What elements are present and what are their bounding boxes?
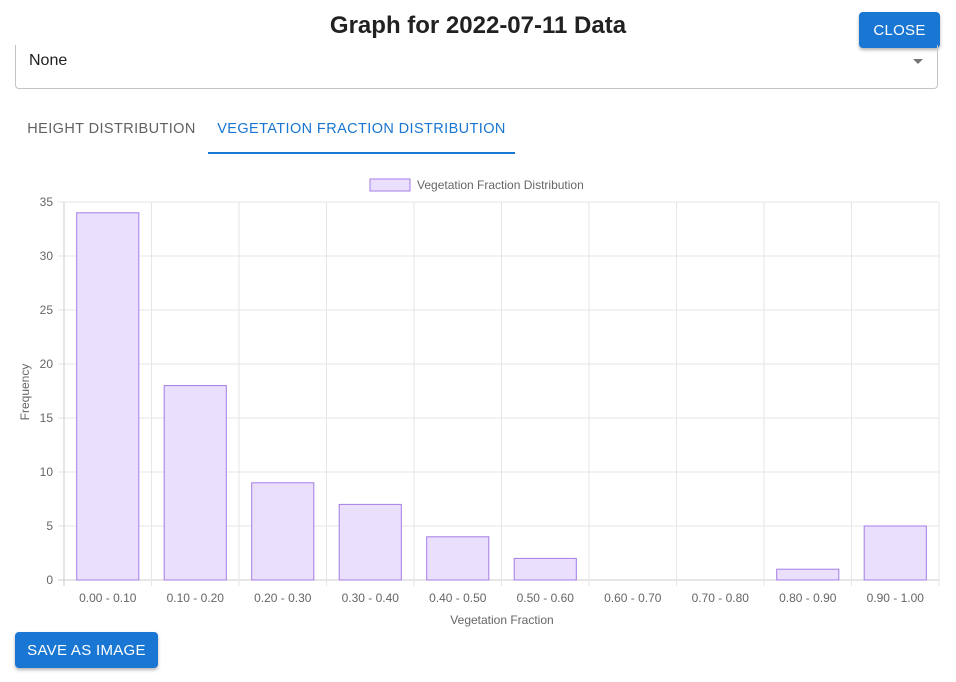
y-tick-label: 15 [40, 411, 54, 425]
dialog-title: Graph for 2022-07-11 Data [329, 12, 627, 39]
tab-vegetation-fraction-distribution[interactable]: VEGETATION FRACTION DISTRIBUTION [217, 121, 506, 137]
y-tick-label: 5 [46, 519, 53, 533]
x-tick-label: 0.10 - 0.20 [167, 591, 225, 605]
x-tick-label: 0.90 - 1.00 [867, 591, 925, 605]
y-tick-label: 35 [40, 195, 54, 209]
x-tick-label: 0.70 - 0.80 [692, 591, 750, 605]
save-as-image-button[interactable]: SAVE AS IMAGE [15, 632, 158, 668]
legend-label: Vegetation Fraction Distribution [417, 178, 584, 192]
bar-chart: 0 5 10 15 20 25 30 35 0.00 - 0.10 0.10 - 0.20 0.20… [18, 178, 940, 627]
y-tick-label: 10 [40, 465, 54, 479]
x-tick-label: 0.80 - 0.90 [779, 591, 837, 605]
bar [863, 525, 927, 581]
bar [163, 385, 227, 581]
legend-swatch [369, 178, 411, 192]
x-axis-title: Vegetation Fraction [450, 613, 553, 627]
x-tick-label: 0.40 - 0.50 [429, 591, 487, 605]
y-axis-title: Frequency [18, 364, 32, 421]
select-value: None [29, 52, 68, 69]
bar [251, 482, 315, 581]
y-tick-label: 30 [40, 249, 54, 263]
active-tab-indicator [208, 152, 515, 154]
dropdown-arrow-icon [913, 59, 923, 64]
bar [76, 212, 140, 581]
x-tick-label: 0.60 - 0.70 [604, 591, 662, 605]
chart-legend: Vegetation Fraction Distribution [369, 178, 584, 192]
chart-grid [58, 201, 940, 586]
bar [338, 503, 402, 581]
bar [776, 568, 840, 581]
chart-axes: 0 5 10 15 20 25 30 35 0.00 - 0.10 0.10 - 0.20 0.20… [40, 195, 925, 605]
chart-bars [76, 212, 927, 581]
x-tick-label: 0.30 - 0.40 [342, 591, 400, 605]
x-tick-label: 0.20 - 0.30 [254, 591, 312, 605]
series-select[interactable]: None [15, 45, 938, 89]
x-tick-label: 0.00 - 0.10 [79, 591, 137, 605]
y-tick-label: 25 [40, 303, 54, 317]
y-tick-label: 0 [46, 573, 53, 587]
x-tick-label: 0.50 - 0.60 [517, 591, 575, 605]
bar [426, 536, 490, 581]
close-button[interactable]: CLOSE [859, 12, 940, 48]
y-tick-label: 20 [40, 357, 54, 371]
tab-height-distribution[interactable]: HEIGHT DISTRIBUTION [27, 121, 196, 137]
bar [513, 557, 577, 581]
